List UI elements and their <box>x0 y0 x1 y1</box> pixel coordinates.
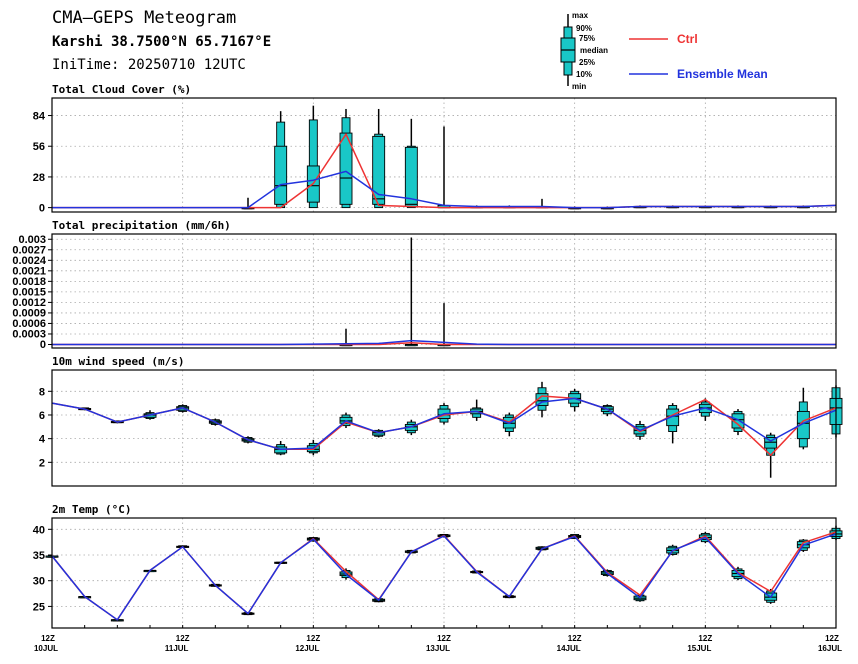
ytick-label: 6 <box>39 410 45 422</box>
xtick-label-time: 12Z <box>437 634 451 643</box>
xtick-label-date: 13JUL <box>426 644 450 653</box>
ytick-label: 0 <box>40 339 46 351</box>
legend-label-p25: 25% <box>579 58 595 67</box>
xtick-label-time: 12Z <box>306 634 320 643</box>
legend: max 90% 75% median 25% 10% min Ctrl Ense… <box>560 11 768 91</box>
xtick-label-date: 10JUL <box>34 644 58 653</box>
legend-ctrl-label: Ctrl <box>677 32 698 46</box>
panel-title-temp: 2m Temp (°C) <box>52 503 131 516</box>
legend-label-p10: 10% <box>576 70 592 79</box>
ytick-label: 56 <box>33 141 45 153</box>
legend-label-min: min <box>572 82 586 91</box>
legend-mean-label: Ensemble Mean <box>677 67 768 81</box>
ensemble-mean-line-wind <box>51 397 837 451</box>
plot-frame-cloud <box>51 97 837 213</box>
box-inner <box>764 437 778 449</box>
xtick-label-time: 12Z <box>825 634 839 643</box>
ytick-label: 2 <box>39 457 45 469</box>
box-cloud-t60 <box>372 108 386 209</box>
ytick-label: 0.0027 <box>12 244 46 256</box>
xtick-label-time: 12Z <box>41 634 55 643</box>
box-inner <box>796 410 810 440</box>
ytick-label: 25 <box>33 601 45 613</box>
legend-label-p90: 90% <box>576 24 592 33</box>
panel-temp: 2m Temp (°C) 25 30 35 40 <box>33 503 843 629</box>
location-label: Karshi 38.7500°N 65.7167°E <box>52 34 271 50</box>
ensemble-mean-line-cloud <box>52 170 837 209</box>
ytick-label: 0.0006 <box>12 318 46 330</box>
legend-label-p75: 75% <box>579 34 595 43</box>
box-cloud-t48 <box>306 105 320 209</box>
xtick-label-date: 12JUL <box>295 644 319 653</box>
ytick-label: 0.003 <box>18 234 46 246</box>
xtick-label-time: 12Z <box>698 634 712 643</box>
box-wind-t90 <box>535 381 549 418</box>
box-cloud-t54 <box>339 108 353 209</box>
ytick-label: 28 <box>33 172 45 184</box>
ytick-label: 84 <box>33 111 46 123</box>
ytick-label: 30 <box>33 576 45 588</box>
xtick-label-date: 11JUL <box>165 644 189 653</box>
ytick-label: 4 <box>39 434 46 446</box>
ytick-label: 0.0015 <box>12 286 46 298</box>
xtick-label-date: 15JUL <box>687 644 711 653</box>
ytick-label: 40 <box>33 524 45 536</box>
xtick-label-date: 16JUL <box>818 644 842 653</box>
legend-label-median: median <box>580 46 608 55</box>
box-inner <box>274 145 288 205</box>
panel-cloud: Total Cloud Cover (%) 0 28 56 84 <box>33 83 837 215</box>
plot-frame-precip <box>51 233 837 349</box>
ytick-label: 0.0024 <box>12 255 47 267</box>
ytick-label: 35 <box>33 550 45 562</box>
ensemble-mean-line-precip <box>52 339 836 346</box>
box-inner <box>731 413 745 429</box>
box-cloud-t42 <box>274 111 288 209</box>
panel-precip: Total precipitation (mm/6h) 00.00030.0006… <box>12 219 837 351</box>
xtick-label-date: 14JUL <box>557 644 581 653</box>
ytick-label: 0.0021 <box>12 265 46 277</box>
plot-frame-wind <box>51 369 837 487</box>
legend-label-max: max <box>572 11 589 20</box>
box-outer <box>308 119 318 209</box>
ytick-label: 0.0018 <box>12 276 46 288</box>
box-inner <box>535 393 549 406</box>
chart-title: CMA—GEPS Meteogram <box>52 8 236 28</box>
plot-area-wind <box>52 370 836 486</box>
box-inner <box>339 132 353 205</box>
ytick-label: 0.0003 <box>12 328 46 340</box>
ytick-label: 8 <box>39 386 45 398</box>
ytick-label: 0.0009 <box>12 307 46 319</box>
box-precip-t66 <box>404 237 418 347</box>
ytick-label: 0.0012 <box>12 297 46 309</box>
xtick-label-time: 12Z <box>176 634 190 643</box>
panel-wind: 10m wind speed (m/s) 2 4 6 8 <box>39 355 843 487</box>
panel-title-wind: 10m wind speed (m/s) <box>52 355 184 368</box>
xtick-label-time: 12Z <box>568 634 582 643</box>
init-time-label: IniTime: 20250710 12UTC <box>52 57 246 73</box>
panel-title-cloud: Total Cloud Cover (%) <box>52 83 191 96</box>
ensemble-mean-line-temp <box>51 533 837 621</box>
panel-title-precip: Total precipitation (mm/6h) <box>52 219 231 232</box>
ytick-label: 0 <box>39 203 45 215</box>
